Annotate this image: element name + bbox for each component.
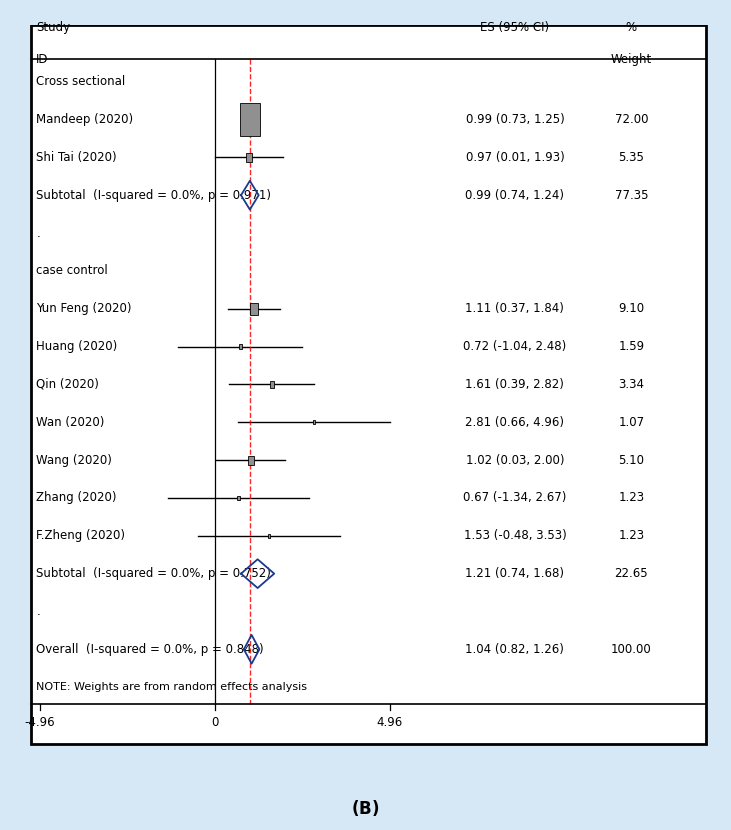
Polygon shape: [244, 635, 260, 664]
Text: Yun Feng (2020): Yun Feng (2020): [37, 302, 132, 315]
Text: 5.10: 5.10: [618, 454, 645, 466]
Bar: [238, 496, 240, 500]
Text: Subtotal  (I-squared = 0.0%, p = 0.971): Subtotal (I-squared = 0.0%, p = 0.971): [37, 188, 271, 202]
Polygon shape: [241, 559, 274, 588]
Text: Overall  (I-squared = 0.0%, p = 0.848): Overall (I-squared = 0.0%, p = 0.848): [37, 643, 264, 656]
Bar: [240, 103, 260, 136]
Text: 77.35: 77.35: [615, 188, 648, 202]
Text: 1.04 (0.82, 1.26): 1.04 (0.82, 1.26): [466, 643, 564, 656]
Text: 0.99 (0.73, 1.25): 0.99 (0.73, 1.25): [466, 113, 564, 126]
Text: F.Zheng (2020): F.Zheng (2020): [37, 530, 125, 542]
Text: .: .: [37, 227, 40, 240]
Text: 2.81 (0.66, 4.96): 2.81 (0.66, 4.96): [466, 416, 564, 429]
Text: ES (95% CI): ES (95% CI): [480, 22, 550, 34]
Text: 4.96: 4.96: [377, 715, 403, 729]
Text: 1.02 (0.03, 2.00): 1.02 (0.03, 2.00): [466, 454, 564, 466]
Text: case control: case control: [37, 265, 108, 277]
Text: Zhang (2020): Zhang (2020): [37, 491, 117, 505]
Text: 1.07: 1.07: [618, 416, 645, 429]
Text: 0.99 (0.74, 1.24): 0.99 (0.74, 1.24): [466, 188, 564, 202]
Text: 1.61 (0.39, 2.82): 1.61 (0.39, 2.82): [466, 378, 564, 391]
Text: Mandeep (2020): Mandeep (2020): [37, 113, 134, 126]
Bar: [251, 303, 257, 315]
Text: 1.11 (0.37, 1.84): 1.11 (0.37, 1.84): [466, 302, 564, 315]
Text: 1.53 (-0.48, 3.53): 1.53 (-0.48, 3.53): [463, 530, 567, 542]
Bar: [270, 381, 274, 388]
Text: Shi Tai (2020): Shi Tai (2020): [37, 151, 117, 164]
Text: 1.23: 1.23: [618, 491, 645, 505]
Text: %: %: [626, 22, 637, 34]
Text: 100.00: 100.00: [611, 643, 652, 656]
Bar: [249, 456, 254, 465]
Text: Huang (2020): Huang (2020): [37, 340, 118, 353]
Bar: [239, 344, 242, 349]
Text: NOTE: Weights are from random effects analysis: NOTE: Weights are from random effects an…: [37, 682, 307, 692]
Text: $\mathbf{(B)}$: $\mathbf{(B)}$: [352, 798, 379, 818]
Text: -4.96: -4.96: [25, 715, 55, 729]
Text: 1.21 (0.74, 1.68): 1.21 (0.74, 1.68): [466, 567, 564, 580]
Bar: [246, 153, 252, 162]
Text: Subtotal  (I-squared = 0.0%, p = 0.752): Subtotal (I-squared = 0.0%, p = 0.752): [37, 567, 271, 580]
Text: 9.10: 9.10: [618, 302, 645, 315]
Text: 1.59: 1.59: [618, 340, 645, 353]
Text: Qin (2020): Qin (2020): [37, 378, 99, 391]
Text: 0.72 (-1.04, 2.48): 0.72 (-1.04, 2.48): [463, 340, 567, 353]
Text: Study: Study: [37, 22, 70, 34]
Text: 5.35: 5.35: [618, 151, 644, 164]
Text: 1.23: 1.23: [618, 530, 645, 542]
Text: .: .: [37, 605, 40, 618]
Text: 0: 0: [211, 715, 219, 729]
Text: 0.97 (0.01, 1.93): 0.97 (0.01, 1.93): [466, 151, 564, 164]
Text: Weight: Weight: [611, 53, 652, 66]
Text: 22.65: 22.65: [615, 567, 648, 580]
Text: Wan (2020): Wan (2020): [37, 416, 105, 429]
Text: Wang (2020): Wang (2020): [37, 454, 112, 466]
Text: 3.34: 3.34: [618, 378, 645, 391]
Bar: [313, 420, 315, 424]
Polygon shape: [241, 181, 259, 210]
Text: Cross sectional: Cross sectional: [37, 76, 126, 88]
Bar: [268, 534, 270, 538]
Text: 72.00: 72.00: [615, 113, 648, 126]
Text: ID: ID: [37, 53, 49, 66]
Text: 0.67 (-1.34, 2.67): 0.67 (-1.34, 2.67): [463, 491, 567, 505]
